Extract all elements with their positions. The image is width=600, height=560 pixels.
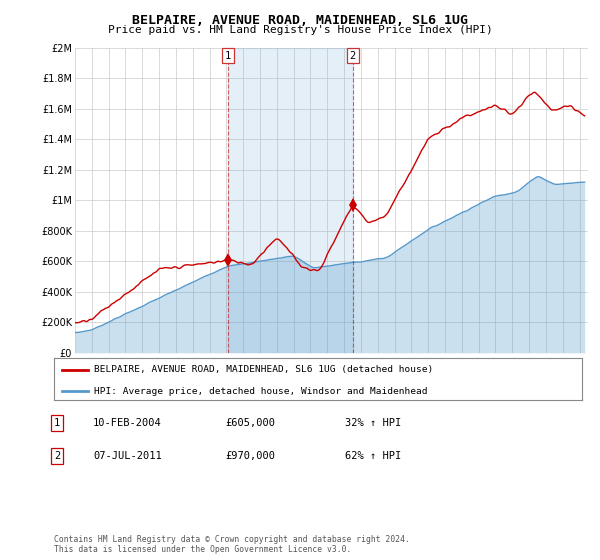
Text: Contains HM Land Registry data © Crown copyright and database right 2024.
This d: Contains HM Land Registry data © Crown c… [54, 535, 410, 554]
Text: 2: 2 [350, 50, 356, 60]
Text: £970,000: £970,000 [225, 451, 275, 461]
Text: 62% ↑ HPI: 62% ↑ HPI [345, 451, 401, 461]
Text: 1: 1 [54, 418, 60, 428]
Text: Price paid vs. HM Land Registry's House Price Index (HPI): Price paid vs. HM Land Registry's House … [107, 25, 493, 35]
Text: £605,000: £605,000 [225, 418, 275, 428]
Bar [228, 48, 353, 353]
Text: 32% ↑ HPI: 32% ↑ HPI [345, 418, 401, 428]
Text: 1: 1 [225, 50, 232, 60]
Text: BELPAIRE, AVENUE ROAD, MAIDENHEAD, SL6 1UG: BELPAIRE, AVENUE ROAD, MAIDENHEAD, SL6 1… [132, 14, 468, 27]
Text: 10-FEB-2004: 10-FEB-2004 [93, 418, 162, 428]
Text: HPI: Average price, detached house, Windsor and Maidenhead: HPI: Average price, detached house, Wind… [94, 386, 427, 396]
Text: 2: 2 [54, 451, 60, 461]
Text: BELPAIRE, AVENUE ROAD, MAIDENHEAD, SL6 1UG (detached house): BELPAIRE, AVENUE ROAD, MAIDENHEAD, SL6 1… [94, 365, 433, 374]
Text: 07-JUL-2011: 07-JUL-2011 [93, 451, 162, 461]
